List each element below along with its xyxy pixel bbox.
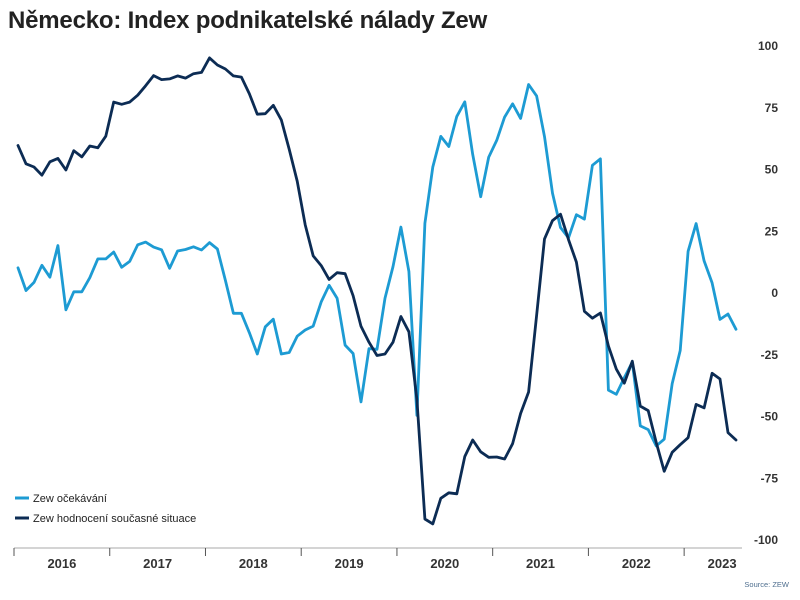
page-title: Německo: Index podnikatelské nálady Zew — [8, 7, 488, 34]
series-line-expectations — [16, 83, 738, 448]
legend-item-current-situation: Zew hodnocení současné situace — [15, 513, 196, 525]
source-note: Source: ZEW — [744, 580, 789, 589]
x-tick-label-2020: 2020 — [430, 556, 459, 571]
legend-item-expectations: Zew očekávání — [15, 493, 107, 505]
y-tick-label-minus-75: -75 — [761, 471, 779, 485]
axes-layer: 2016 2017 2018 2019 2020 2021 2022 2023 100 75 50 2… — [13, 39, 779, 571]
y-tick-label-25: 25 — [765, 224, 779, 238]
x-tick-label-2018: 2018 — [239, 556, 268, 571]
x-tick-label-2023: 2023 — [708, 556, 737, 571]
legend: Zew očekávání Zew hodnocení současné sit… — [15, 493, 196, 525]
y-tick-label-0: 0 — [771, 286, 778, 300]
legend-label-expectations: Zew očekávání — [33, 493, 107, 505]
y-tick-label-100: 100 — [758, 39, 778, 53]
plot-area — [16, 56, 738, 526]
y-tick-label-75: 75 — [765, 101, 779, 115]
x-tick-label-2022: 2022 — [622, 556, 651, 571]
x-tick-label-2021: 2021 — [526, 556, 555, 571]
x-tick-label-2016: 2016 — [47, 556, 76, 571]
y-tick-label-minus-100: -100 — [754, 533, 778, 547]
y-tick-label-50: 50 — [765, 163, 779, 177]
y-tick-label-minus-25: -25 — [761, 348, 779, 362]
x-tick-label-2019: 2019 — [335, 556, 364, 571]
legend-label-current-situation: Zew hodnocení současné situace — [33, 513, 196, 525]
x-tick-label-2017: 2017 — [143, 556, 172, 571]
y-tick-label-minus-50: -50 — [761, 410, 779, 424]
series-line-current-situation — [16, 56, 738, 526]
